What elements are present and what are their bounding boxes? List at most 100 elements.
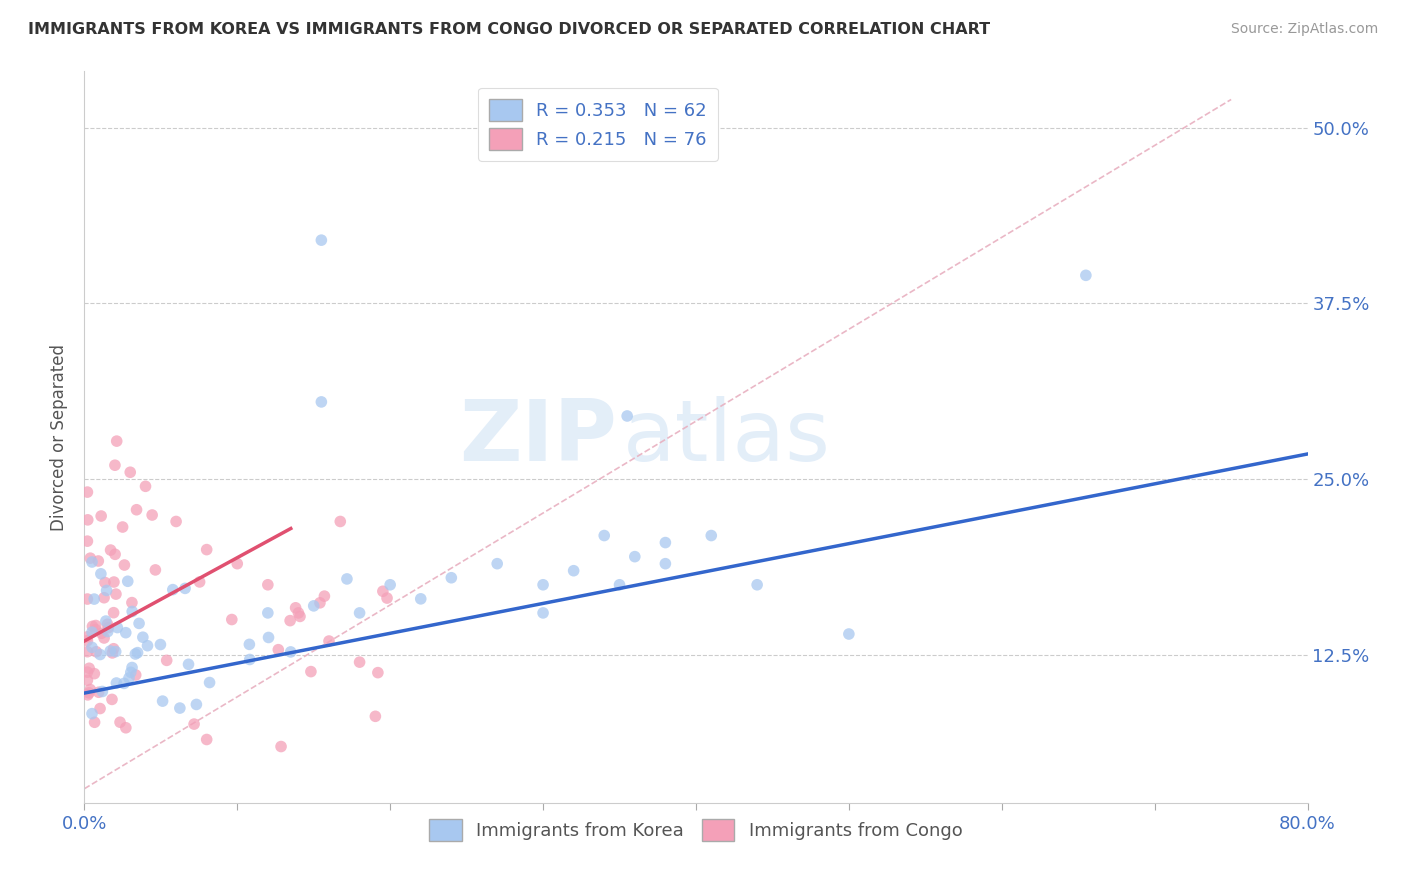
Point bbox=[318, 634, 340, 648]
Point bbox=[104, 587, 127, 601]
Point bbox=[118, 671, 141, 685]
Point bbox=[84, 645, 107, 659]
Point bbox=[226, 557, 249, 571]
Point bbox=[562, 564, 585, 578]
Point bbox=[77, 661, 100, 675]
Point bbox=[76, 645, 98, 659]
Point bbox=[371, 584, 394, 599]
Point bbox=[111, 520, 134, 534]
Point bbox=[80, 706, 103, 721]
Text: Source: ZipAtlas.com: Source: ZipAtlas.com bbox=[1230, 22, 1378, 37]
Point bbox=[104, 644, 127, 658]
Point bbox=[76, 592, 98, 607]
Point bbox=[96, 617, 118, 632]
Point bbox=[257, 631, 280, 645]
Point bbox=[152, 694, 174, 708]
Point bbox=[121, 605, 143, 619]
Point bbox=[609, 578, 631, 592]
Text: atlas: atlas bbox=[623, 395, 831, 479]
Point bbox=[83, 715, 105, 730]
Point bbox=[162, 582, 184, 597]
Point bbox=[299, 665, 322, 679]
Point bbox=[76, 688, 98, 702]
Y-axis label: Divorced or Separated: Divorced or Separated bbox=[51, 343, 69, 531]
Point bbox=[270, 739, 292, 754]
Point bbox=[76, 673, 98, 688]
Point bbox=[311, 233, 333, 247]
Legend: Immigrants from Korea, Immigrants from Congo: Immigrants from Korea, Immigrants from C… bbox=[422, 812, 970, 848]
Point bbox=[177, 657, 200, 672]
Point bbox=[136, 639, 159, 653]
Point bbox=[367, 665, 389, 680]
Point bbox=[440, 571, 463, 585]
Point bbox=[127, 646, 149, 660]
Point bbox=[128, 616, 150, 631]
Point bbox=[79, 551, 101, 566]
Point bbox=[93, 591, 115, 605]
Point bbox=[267, 642, 290, 657]
Point bbox=[84, 618, 107, 632]
Point bbox=[125, 502, 148, 516]
Point bbox=[616, 409, 638, 423]
Point bbox=[90, 626, 112, 640]
Point bbox=[105, 621, 128, 635]
Point bbox=[531, 606, 554, 620]
Point bbox=[80, 555, 103, 569]
Point bbox=[121, 596, 143, 610]
Point bbox=[101, 646, 124, 660]
Point bbox=[132, 630, 155, 644]
Point bbox=[195, 732, 218, 747]
Point bbox=[238, 637, 260, 651]
Point bbox=[76, 633, 98, 648]
Point bbox=[83, 666, 105, 681]
Point bbox=[624, 549, 647, 564]
Point bbox=[288, 609, 311, 624]
Point bbox=[336, 572, 359, 586]
Point bbox=[79, 682, 101, 697]
Point bbox=[76, 513, 98, 527]
Point bbox=[141, 508, 163, 522]
Point bbox=[93, 631, 115, 645]
Point bbox=[198, 675, 221, 690]
Point bbox=[96, 583, 118, 598]
Point bbox=[149, 638, 172, 652]
Point bbox=[364, 709, 387, 723]
Point bbox=[77, 686, 100, 700]
Point bbox=[112, 676, 135, 690]
Point bbox=[90, 508, 112, 523]
Point bbox=[84, 623, 107, 637]
Point bbox=[239, 652, 262, 666]
Point bbox=[105, 434, 128, 449]
Point bbox=[97, 621, 120, 635]
Point bbox=[1074, 268, 1097, 283]
Point bbox=[329, 515, 352, 529]
Point bbox=[409, 591, 432, 606]
Point bbox=[284, 600, 307, 615]
Point bbox=[349, 655, 371, 669]
Point bbox=[302, 599, 325, 613]
Point bbox=[380, 578, 402, 592]
Point bbox=[80, 625, 103, 640]
Point bbox=[375, 591, 398, 605]
Point bbox=[87, 685, 110, 699]
Point bbox=[349, 606, 371, 620]
Point bbox=[278, 614, 301, 628]
Point bbox=[115, 721, 138, 735]
Point bbox=[94, 575, 117, 590]
Point bbox=[165, 515, 187, 529]
Point bbox=[257, 578, 280, 592]
Point bbox=[112, 558, 135, 572]
Point bbox=[80, 640, 103, 655]
Point bbox=[89, 701, 111, 715]
Point bbox=[87, 554, 110, 568]
Point bbox=[486, 557, 509, 571]
Point bbox=[108, 715, 131, 730]
Point bbox=[98, 644, 121, 658]
Point bbox=[103, 606, 125, 620]
Point bbox=[90, 566, 112, 581]
Point bbox=[221, 613, 243, 627]
Point bbox=[188, 574, 211, 589]
Point bbox=[311, 395, 333, 409]
Point bbox=[120, 465, 142, 479]
Point bbox=[83, 592, 105, 607]
